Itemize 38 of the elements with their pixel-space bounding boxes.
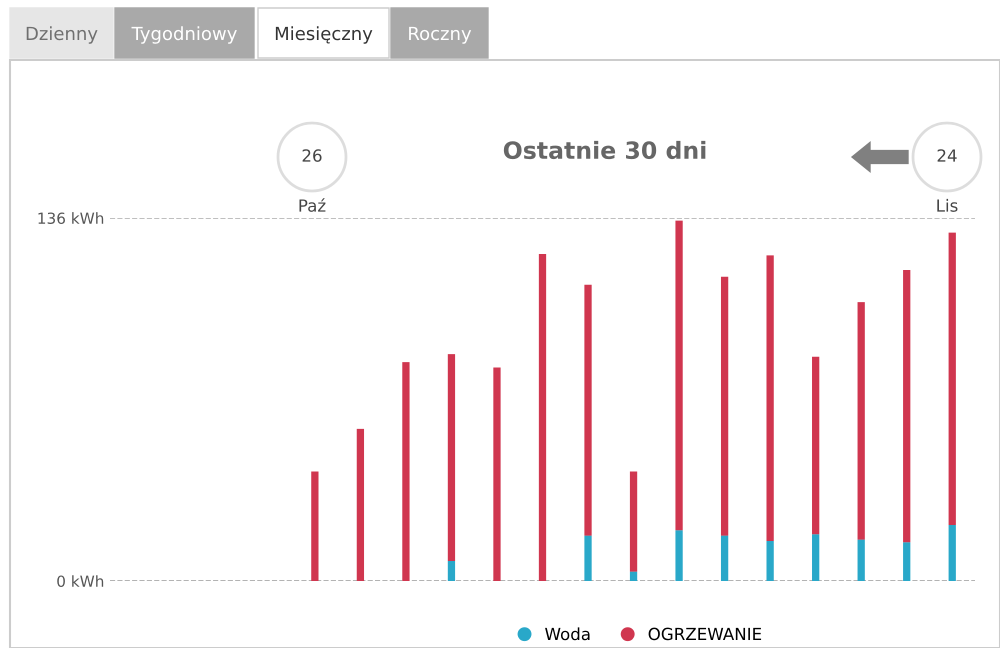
y-tick-label: 0 kWh	[57, 575, 104, 588]
bar	[720, 536, 728, 581]
bar	[948, 524, 956, 581]
bar	[356, 428, 364, 581]
text: 24	[938, 149, 957, 162]
bar	[812, 534, 820, 581]
text: Miesięczny	[276, 26, 372, 44]
bar	[812, 356, 820, 534]
text: Lis	[937, 198, 958, 212]
bar	[402, 362, 410, 581]
bar	[766, 540, 774, 581]
chart-title: Ostatnie 30 dni	[504, 140, 706, 160]
bar	[448, 354, 456, 561]
text: Roczny	[409, 26, 472, 44]
legend-label: OGRZEWANIE	[648, 628, 762, 640]
bar	[858, 540, 865, 581]
bar	[903, 542, 910, 581]
text: Paź	[300, 198, 326, 212]
text: Dzienny	[26, 26, 98, 44]
text: Tygodniowy	[132, 26, 237, 44]
bar	[858, 302, 865, 540]
bar	[584, 284, 592, 536]
bar	[311, 472, 319, 581]
legend-label: Woda	[545, 627, 590, 640]
bar	[766, 255, 774, 541]
bar	[584, 536, 592, 581]
bar	[675, 530, 683, 581]
y-tick-label: 136 kWh	[38, 212, 104, 224]
bar	[493, 367, 501, 581]
bar	[630, 572, 638, 581]
bar	[448, 560, 456, 581]
bar	[675, 220, 683, 530]
bar	[720, 276, 728, 536]
bar	[948, 232, 956, 525]
bar	[630, 472, 638, 572]
text: 26	[302, 149, 322, 162]
bar	[903, 270, 910, 542]
bar	[538, 254, 546, 581]
